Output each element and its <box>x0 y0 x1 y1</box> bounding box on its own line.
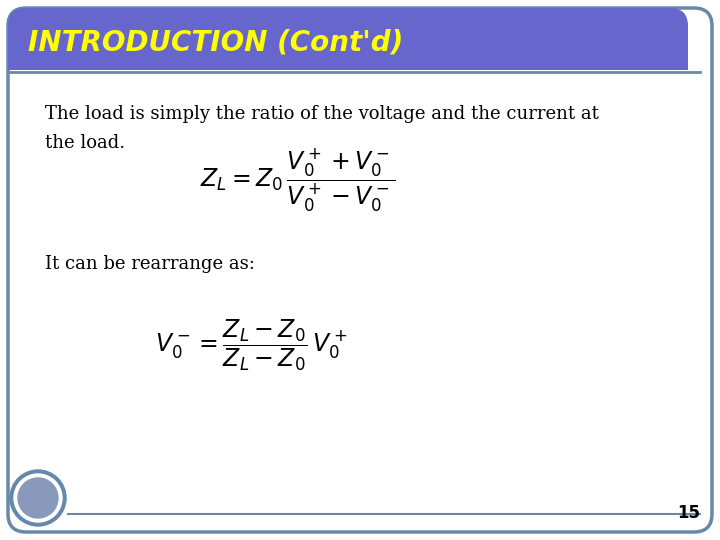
Text: INTRODUCTION (Cont'd): INTRODUCTION (Cont'd) <box>28 28 403 56</box>
Bar <box>8 45 688 70</box>
FancyBboxPatch shape <box>8 8 688 70</box>
Circle shape <box>18 478 58 518</box>
Text: $Z_L = Z_0\,\dfrac{V_0^+ + V_0^-}{V_0^+ - V_0^-}$: $Z_L = Z_0\,\dfrac{V_0^+ + V_0^-}{V_0^+ … <box>200 146 395 214</box>
Circle shape <box>10 470 66 526</box>
Text: 15: 15 <box>677 504 700 522</box>
Text: It can be rearrange as:: It can be rearrange as: <box>45 255 255 273</box>
Text: The load is simply the ratio of the voltage and the current at
the load.: The load is simply the ratio of the volt… <box>45 105 599 152</box>
Text: $V_0^- = \dfrac{Z_L - Z_0}{Z_L - Z_0}\,V_0^+$: $V_0^- = \dfrac{Z_L - Z_0}{Z_L - Z_0}\,V… <box>155 317 347 373</box>
Circle shape <box>14 474 62 522</box>
FancyBboxPatch shape <box>8 8 712 532</box>
